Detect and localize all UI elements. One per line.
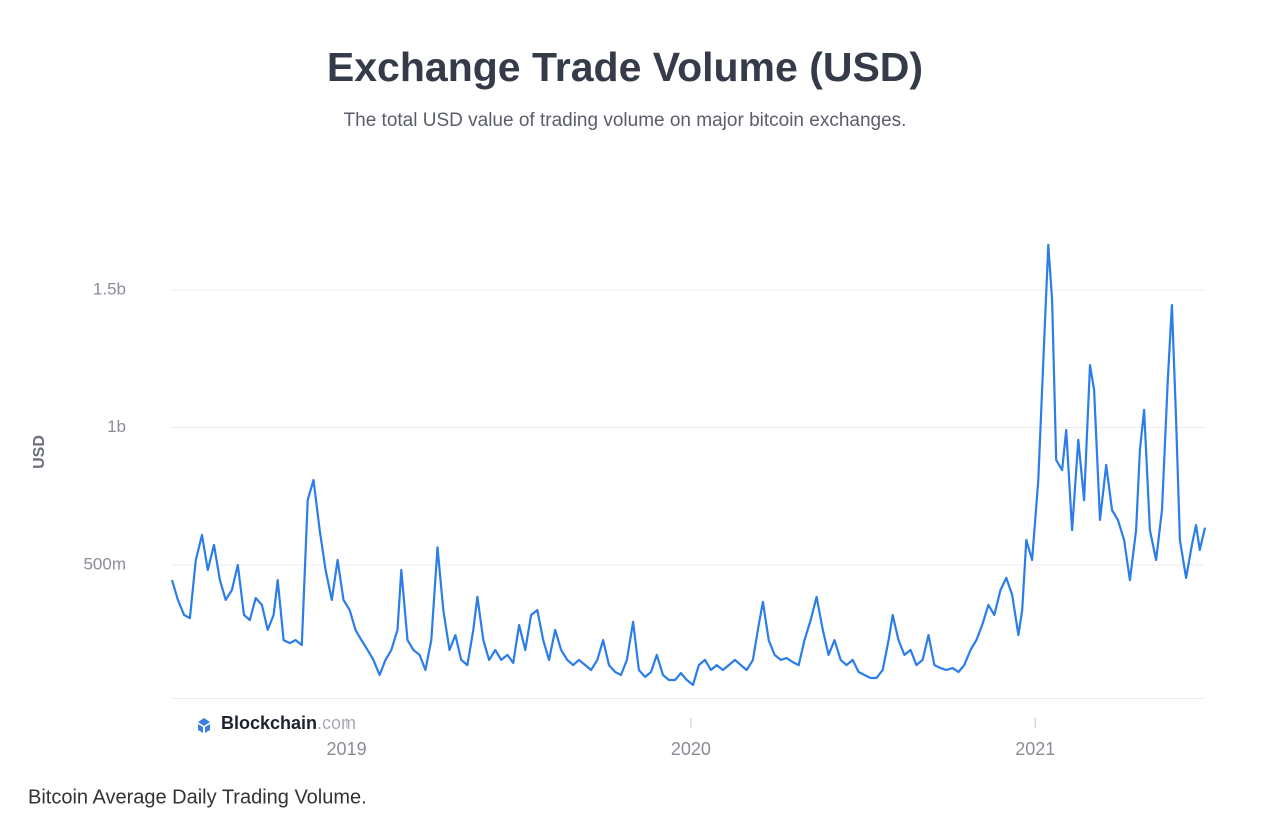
logo-brand-text: Blockchain: [221, 713, 317, 733]
y-axis-label: USD: [31, 435, 48, 469]
caption: Bitcoin Average Daily Trading Volume.: [28, 786, 367, 808]
x-tick-label: 2019: [327, 739, 367, 759]
chart-subtitle: The total USD value of trading volume on…: [344, 110, 907, 131]
data-line: [170, 243, 1207, 686]
x-tick-label: 2021: [1015, 739, 1055, 759]
logo-icon: [198, 718, 210, 733]
x-tick-label: 2020: [671, 739, 711, 759]
y-tick-label: 500m: [83, 554, 126, 573]
chart-title: Exchange Trade Volume (USD): [327, 44, 923, 90]
logo-suffix: .com: [317, 713, 356, 733]
logo-brand: Blockchain.com: [221, 713, 356, 733]
logo: Blockchain.com: [198, 713, 356, 733]
y-tick-label: 1b: [107, 417, 126, 436]
y-tick-label: 1.5b: [93, 279, 126, 298]
